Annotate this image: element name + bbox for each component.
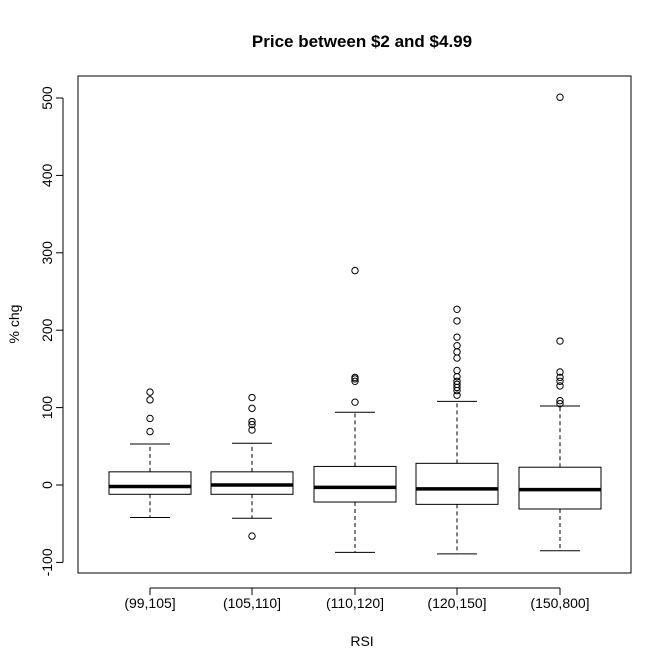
outlier-point <box>146 396 154 404</box>
x-tick-label: (110,120] <box>326 595 384 611</box>
outlier-point <box>453 354 461 362</box>
outlier-point <box>351 377 359 385</box>
box-iqr <box>210 471 294 495</box>
y-tick-label: 500 <box>39 86 55 110</box>
chart-title: Price between $2 and $4.99 <box>252 32 472 51</box>
outlier-point <box>248 420 256 429</box>
outlier-point <box>248 404 256 413</box>
outlier-point <box>453 377 461 385</box>
x-axis-title: RSI <box>350 633 373 649</box>
x-tick-label: (105,110] <box>223 595 281 611</box>
x-tick-label: (120,150] <box>427 595 486 611</box>
y-tick-label: 100 <box>39 396 55 420</box>
outlier-point <box>351 373 359 382</box>
outlier-point <box>556 337 564 345</box>
outlier-point <box>248 532 256 540</box>
y-tick-label: 300 <box>39 241 55 265</box>
outlier-point <box>453 348 461 356</box>
outlier-point <box>146 414 154 423</box>
outlier-point <box>556 400 564 408</box>
outlier-point <box>453 380 461 389</box>
outlier-point <box>556 368 564 376</box>
outlier-point <box>351 266 359 275</box>
outlier-point <box>453 305 461 314</box>
outlier-point <box>556 396 564 405</box>
box-iqr <box>313 465 397 503</box>
outlier-point <box>556 377 564 385</box>
y-tick-label: 200 <box>39 318 55 342</box>
outlier-point <box>556 93 564 101</box>
outlier-point <box>556 382 564 390</box>
chart-marks: -100 0 100 200 300 400 500 (99,105] (105,110] (11… <box>39 86 602 611</box>
y-tick-label: 0 <box>39 481 55 489</box>
x-tick-label: (150,800] <box>530 595 589 611</box>
x-tick-label: (99,105] <box>124 595 175 611</box>
box-iqr <box>415 462 499 505</box>
y-tick-label: -100 <box>39 548 55 576</box>
outlier-point <box>556 373 564 382</box>
outlier-point <box>248 393 256 402</box>
y-tick-label: 400 <box>39 164 55 188</box>
outlier-point <box>248 426 256 434</box>
outlier-point <box>453 333 461 341</box>
outlier-point <box>146 427 154 436</box>
outlier-point <box>453 391 461 399</box>
outlier-point <box>351 398 359 406</box>
outlier-point <box>453 341 461 350</box>
outlier-point <box>453 372 461 381</box>
outlier-point <box>453 317 461 325</box>
plot-frame <box>77 75 632 574</box>
box-iqr <box>108 471 192 495</box>
y-axis-title: % chg <box>6 305 22 344</box>
outlier-point <box>248 417 256 426</box>
outlier-point <box>453 366 461 375</box>
outlier-point <box>146 388 154 396</box>
